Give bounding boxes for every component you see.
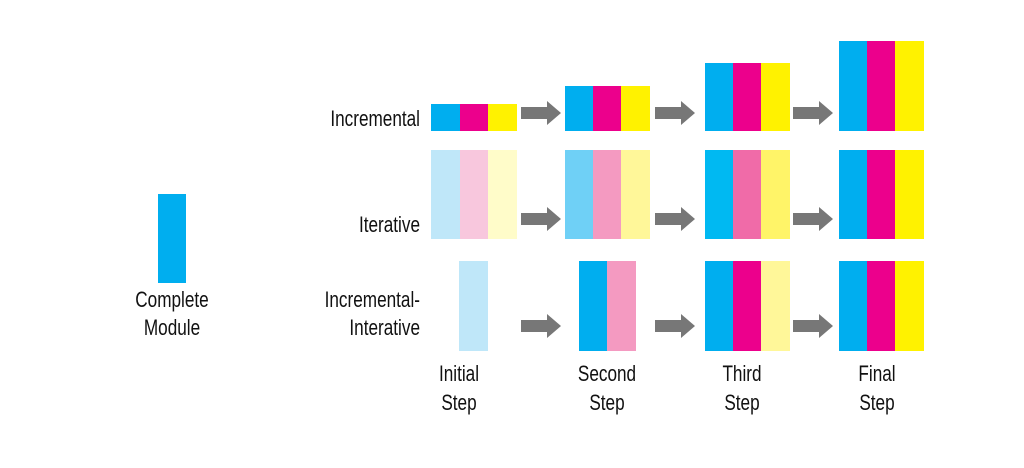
incremental-final-block — [839, 41, 924, 131]
magenta-segment — [460, 150, 488, 239]
right-arrow-icon — [793, 314, 833, 338]
magenta-segment — [460, 104, 488, 131]
incremental-third-block — [705, 63, 790, 131]
yellow-segment — [488, 150, 517, 239]
complete-module-swatch — [158, 194, 186, 283]
iterative-final-block — [839, 150, 924, 239]
step-label-third-line2: Step — [724, 390, 760, 415]
magenta-segment — [593, 150, 621, 239]
magenta-segment — [607, 261, 636, 351]
step-label-initial-line1: Initial — [438, 361, 480, 386]
inc-iter-third-block — [705, 261, 790, 351]
inc-iter-final-block — [839, 261, 924, 351]
yellow-segment — [621, 150, 650, 239]
row-label-incremental-iterative-line1: Incremental- — [324, 287, 420, 312]
complete-module-label-line2: Module — [143, 315, 201, 340]
step-label-second-line2: Step — [589, 390, 625, 415]
magenta-segment — [593, 86, 621, 131]
cyan-segment — [839, 261, 867, 351]
right-arrow-icon — [655, 314, 695, 338]
yellow-segment — [761, 150, 790, 239]
yellow-segment — [761, 63, 790, 131]
yellow-segment — [895, 150, 924, 239]
right-arrow-icon — [793, 101, 833, 125]
step-label-final-line1: Final — [858, 361, 896, 386]
step-label-second-line1: Second — [577, 361, 637, 386]
cyan-segment — [565, 86, 593, 131]
row-label-incremental: Incremental — [330, 106, 420, 131]
inc-iter-second-block — [579, 261, 636, 351]
cyan-segment — [459, 261, 488, 351]
right-arrow-icon — [655, 207, 695, 231]
cyan-segment — [431, 150, 460, 239]
magenta-segment — [733, 261, 761, 351]
yellow-segment — [488, 104, 517, 131]
iterative-second-block — [565, 150, 650, 239]
incremental-initial-block — [431, 104, 517, 131]
cyan-segment — [705, 150, 733, 239]
magenta-segment — [867, 261, 895, 351]
magenta-segment — [733, 63, 761, 131]
right-arrow-icon — [521, 101, 561, 125]
cyan-segment — [839, 41, 867, 131]
iterative-initial-block — [431, 150, 517, 239]
row-label-incremental-iterative-line2: Interative — [349, 315, 420, 340]
cyan-segment — [565, 150, 593, 239]
step-label-final-line2: Step — [859, 390, 895, 415]
cyan-segment — [839, 150, 867, 239]
step-label-third-line1: Third — [722, 361, 762, 386]
magenta-segment — [867, 150, 895, 239]
right-arrow-icon — [521, 207, 561, 231]
incremental-second-block — [565, 86, 650, 131]
cyan-segment — [705, 63, 733, 131]
yellow-segment — [895, 41, 924, 131]
row-label-iterative: Iterative — [358, 212, 420, 237]
iterative-third-block — [705, 150, 790, 239]
inc-iter-initial-block — [459, 261, 488, 351]
magenta-segment — [733, 150, 761, 239]
right-arrow-icon — [655, 101, 695, 125]
magenta-segment — [867, 41, 895, 131]
right-arrow-icon — [521, 314, 561, 338]
step-label-initial-line2: Step — [441, 390, 477, 415]
cyan-segment — [431, 104, 460, 131]
yellow-segment — [761, 261, 790, 351]
yellow-segment — [621, 86, 650, 131]
complete-module-label-line1: Complete — [135, 287, 209, 312]
right-arrow-icon — [793, 207, 833, 231]
cyan-segment — [579, 261, 607, 351]
cyan-segment — [705, 261, 733, 351]
yellow-segment — [895, 261, 924, 351]
